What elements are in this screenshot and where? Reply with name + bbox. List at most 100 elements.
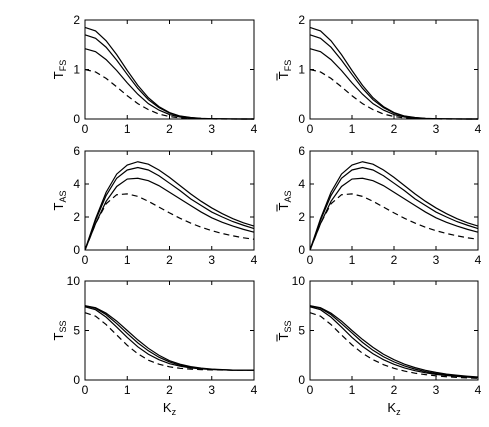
y-tick-label: 2 [298,13,305,27]
series-line-3 [84,306,254,371]
series-line-1 [309,26,478,120]
axes-frame [309,280,479,381]
x-tick-label: 2 [166,383,173,397]
y-tick-label: 2 [73,13,80,27]
y-tick-label: 1 [298,63,305,77]
axes-frame [84,19,255,120]
series-line-2 [84,166,255,251]
x-tick-label: 4 [251,253,258,267]
y-tick-label: 0 [298,112,305,126]
y-axis-label-main: T [276,202,291,210]
y-axis-label: TFS [276,60,293,79]
x-axis-label-subscript: z [396,407,401,417]
y-tick-label: 0 [73,373,80,387]
y-axis-label-main: T [51,71,66,79]
x-tick-label: 2 [166,122,173,136]
x-tick-label: 3 [433,253,440,267]
y-tick-label: 10 [292,274,306,288]
x-tick-label: 3 [208,383,215,397]
series-line-4-dashed [309,312,479,379]
x-tick-label: 3 [433,122,440,136]
series-line-1 [309,305,479,378]
y-axis-label-main: T [51,202,66,210]
y-axis-label-subscript: AS [58,191,68,203]
x-tick-label: 1 [124,383,131,397]
x-axis-label: Kz [163,400,177,417]
panel-middle-left: 0 1 2 3 4 0 2 4 6 TAS [51,144,258,267]
x-tick-label: 4 [475,122,482,136]
x-tick-label: 3 [208,122,215,136]
y-axis-label-main: T [276,332,291,340]
y-tick-label: 1 [73,63,80,77]
y-axis-label-subscript: FS [58,60,68,72]
y-axis-label-main: T [276,71,291,79]
x-tick-label: 3 [208,253,215,267]
series-line-4-dashed [84,193,255,251]
x-tick-label: 4 [475,253,482,267]
series-line-2 [309,34,478,120]
x-tick-label: 0 [82,253,89,267]
x-tick-label: 3 [433,383,440,397]
x-tick-label: 2 [391,122,398,136]
axes-frame [84,280,255,381]
y-tick-label: 6 [73,144,80,158]
x-tick-label: 0 [82,383,89,397]
series-line-2 [309,305,479,378]
axes-frame [309,19,479,120]
x-tick-label: 2 [391,383,398,397]
x-tick-label: 4 [251,122,258,136]
series-line-4-dashed [84,68,254,120]
y-tick-label: 0 [298,373,305,387]
x-tick-label: 2 [391,253,398,267]
series-line-1 [84,26,254,120]
y-axis-label-subscript: FS [283,60,293,72]
x-tick-label: 1 [349,122,356,136]
panel-top-left: 0 1 2 3 4 0 1 2 TFS [51,13,258,136]
panel-middle-right: 0 1 2 3 4 0 2 4 6 TAS [276,144,482,267]
series-line-4-dashed [84,312,254,371]
x-tick-label: 0 [307,122,314,136]
x-tick-label: 0 [307,383,314,397]
y-tick-label: 10 [67,274,81,288]
x-tick-label: 1 [124,122,131,136]
series-line-1 [309,161,479,251]
series-line-2 [84,34,254,120]
y-tick-label: 5 [298,324,305,338]
y-axis-label-subscript: AS [283,191,293,203]
x-tick-label: 4 [475,383,482,397]
x-tick-label: 2 [166,253,173,267]
panel-bottom-right: 0 1 2 3 4 0 5 10 TSS Kz [276,274,482,417]
y-axis-label: TFS [51,60,68,79]
x-axis-label: Kz [387,400,401,417]
panel-bottom-left: 0 1 2 3 4 0 5 10 TSS Kz [51,274,258,417]
series-line-3 [309,177,479,251]
series-line-3 [84,48,254,120]
y-axis-label: TAS [276,191,293,211]
y-tick-label: 2 [73,210,80,224]
x-axis-label-subscript: z [172,407,177,417]
panel-top-right: 0 1 2 3 4 0 1 2 TFS [276,13,482,136]
y-axis-label-subscript: SS [58,321,68,333]
y-tick-label: 2 [298,210,305,224]
x-axis-label-main: K [163,400,172,415]
x-tick-label: 0 [82,122,89,136]
x-tick-label: 0 [307,253,314,267]
y-axis-label-main: T [51,332,66,340]
y-tick-label: 0 [73,243,80,257]
series-line-3 [309,306,479,379]
x-tick-label: 1 [349,383,356,397]
series-line-3 [84,177,255,251]
y-axis-label: TSS [276,321,293,341]
y-tick-label: 5 [73,324,80,338]
y-axis-label: TSS [51,321,68,341]
y-axis-label: TAS [51,191,68,211]
series-line-2 [309,166,479,251]
x-tick-label: 4 [251,383,258,397]
y-tick-label: 0 [298,243,305,257]
y-tick-label: 0 [73,112,80,126]
series-line-3 [309,48,478,120]
x-tick-label: 1 [124,253,131,267]
y-tick-label: 4 [73,177,80,191]
series-line-4-dashed [309,193,479,251]
series-line-1 [84,161,255,251]
